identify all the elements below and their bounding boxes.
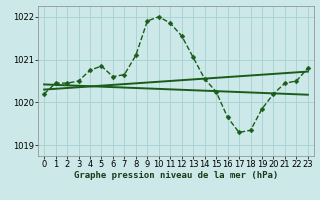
X-axis label: Graphe pression niveau de la mer (hPa): Graphe pression niveau de la mer (hPa) xyxy=(74,171,278,180)
